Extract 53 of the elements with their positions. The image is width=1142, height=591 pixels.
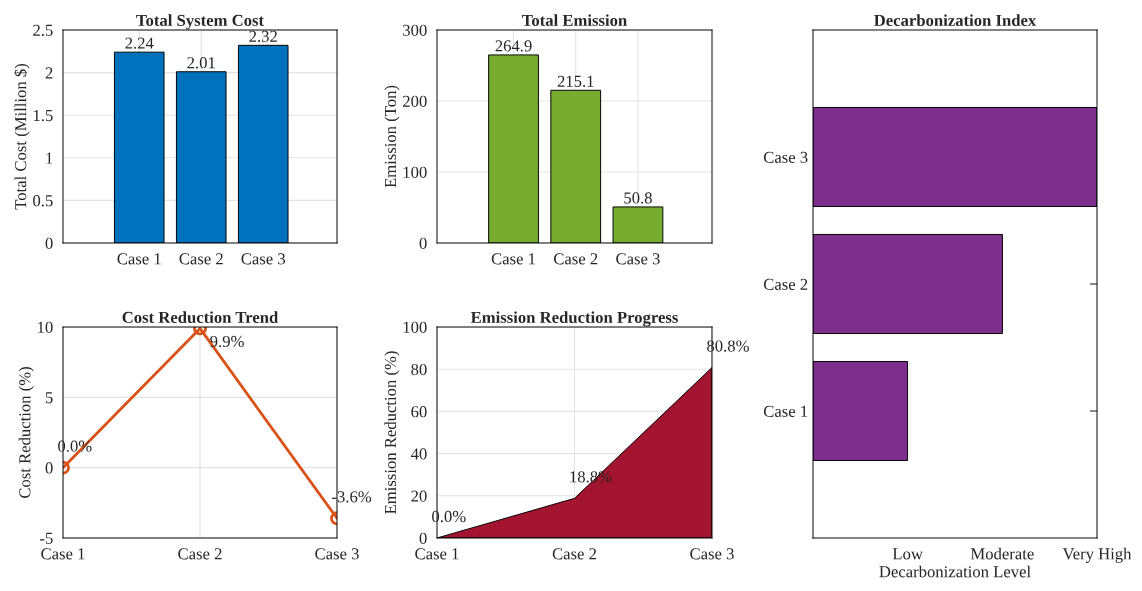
x-tick-label: Case 3: [315, 548, 359, 560]
y-tick-label: 0: [45, 462, 53, 474]
y-tick-label: 80: [411, 363, 427, 376]
text: Moderate: [970, 547, 1034, 560]
y-tick-label: 0: [419, 532, 427, 544]
x-tick-label: Case 1: [117, 253, 161, 265]
data-label: 2.01: [187, 57, 215, 69]
x-tick-label: Case 2: [179, 253, 223, 265]
chart-title: Total Emission: [522, 14, 627, 26]
y-tick-label: 2: [45, 67, 53, 79]
y-tick-label: 5: [45, 392, 53, 404]
y-axis-title: Emission Reduction (%): [384, 351, 400, 514]
y-tick-label: 60: [411, 406, 427, 418]
y-tick-label: 20: [411, 490, 427, 502]
y-tick-label: 0: [45, 237, 53, 249]
text: Very High: [1062, 547, 1132, 563]
y-axis-title: Total Cost (Million $): [14, 63, 30, 210]
chart-title: Total System Cost: [136, 14, 264, 30]
y-tick-label: 200: [403, 95, 427, 107]
y-tick-label: 100: [403, 321, 427, 333]
y-tick-label: 40: [410, 448, 427, 460]
y-tick-label: 10: [38, 321, 53, 333]
y-tick-label: -5: [40, 532, 53, 544]
y-tick-label: 1: [46, 152, 53, 164]
data-label: 215.1: [557, 75, 594, 87]
data-label: 9.9%: [210, 335, 244, 348]
y-tick-label: Case 1: [763, 405, 808, 417]
x-tick-label: Case 2: [552, 548, 597, 560]
y-tick-label: 100: [403, 166, 427, 178]
chart-title: Decarbonization Index: [874, 14, 1037, 26]
y-axis-title: Emission (Ton): [384, 85, 400, 188]
y-tick-label: Case 2: [763, 278, 808, 290]
chart-title: Emission Reduction Progress: [470, 311, 678, 327]
x-tick-label: Case 2: [178, 548, 222, 560]
x-tick-label: Case 1: [491, 253, 535, 265]
chart-title: Cost Reduction Trend: [122, 311, 279, 324]
data-label: 2.24: [125, 37, 154, 49]
y-axis-title: Cost Reduction (%): [18, 367, 34, 499]
text: Low: [892, 548, 923, 560]
x-tick-label: Case 3: [241, 253, 286, 265]
y-tick-label: Case 3: [763, 151, 808, 163]
y-tick-label: 300: [403, 24, 427, 36]
y-tick-label: 2.5: [33, 24, 53, 37]
x-tick-label: Case 3: [690, 548, 734, 560]
data-label: 264.9: [495, 40, 532, 52]
x-tick-label: Case 2: [553, 253, 598, 265]
y-tick-label: 0.5: [33, 195, 53, 207]
x-axis-title: Decarbonization Level: [879, 565, 1031, 578]
y-tick-label: 0: [419, 237, 427, 249]
data-label: 50.8: [624, 192, 652, 204]
data-label: 2.32: [249, 30, 277, 43]
y-tick-label: 1.5: [33, 109, 53, 122]
x-tick-label: Case 3: [616, 253, 660, 265]
